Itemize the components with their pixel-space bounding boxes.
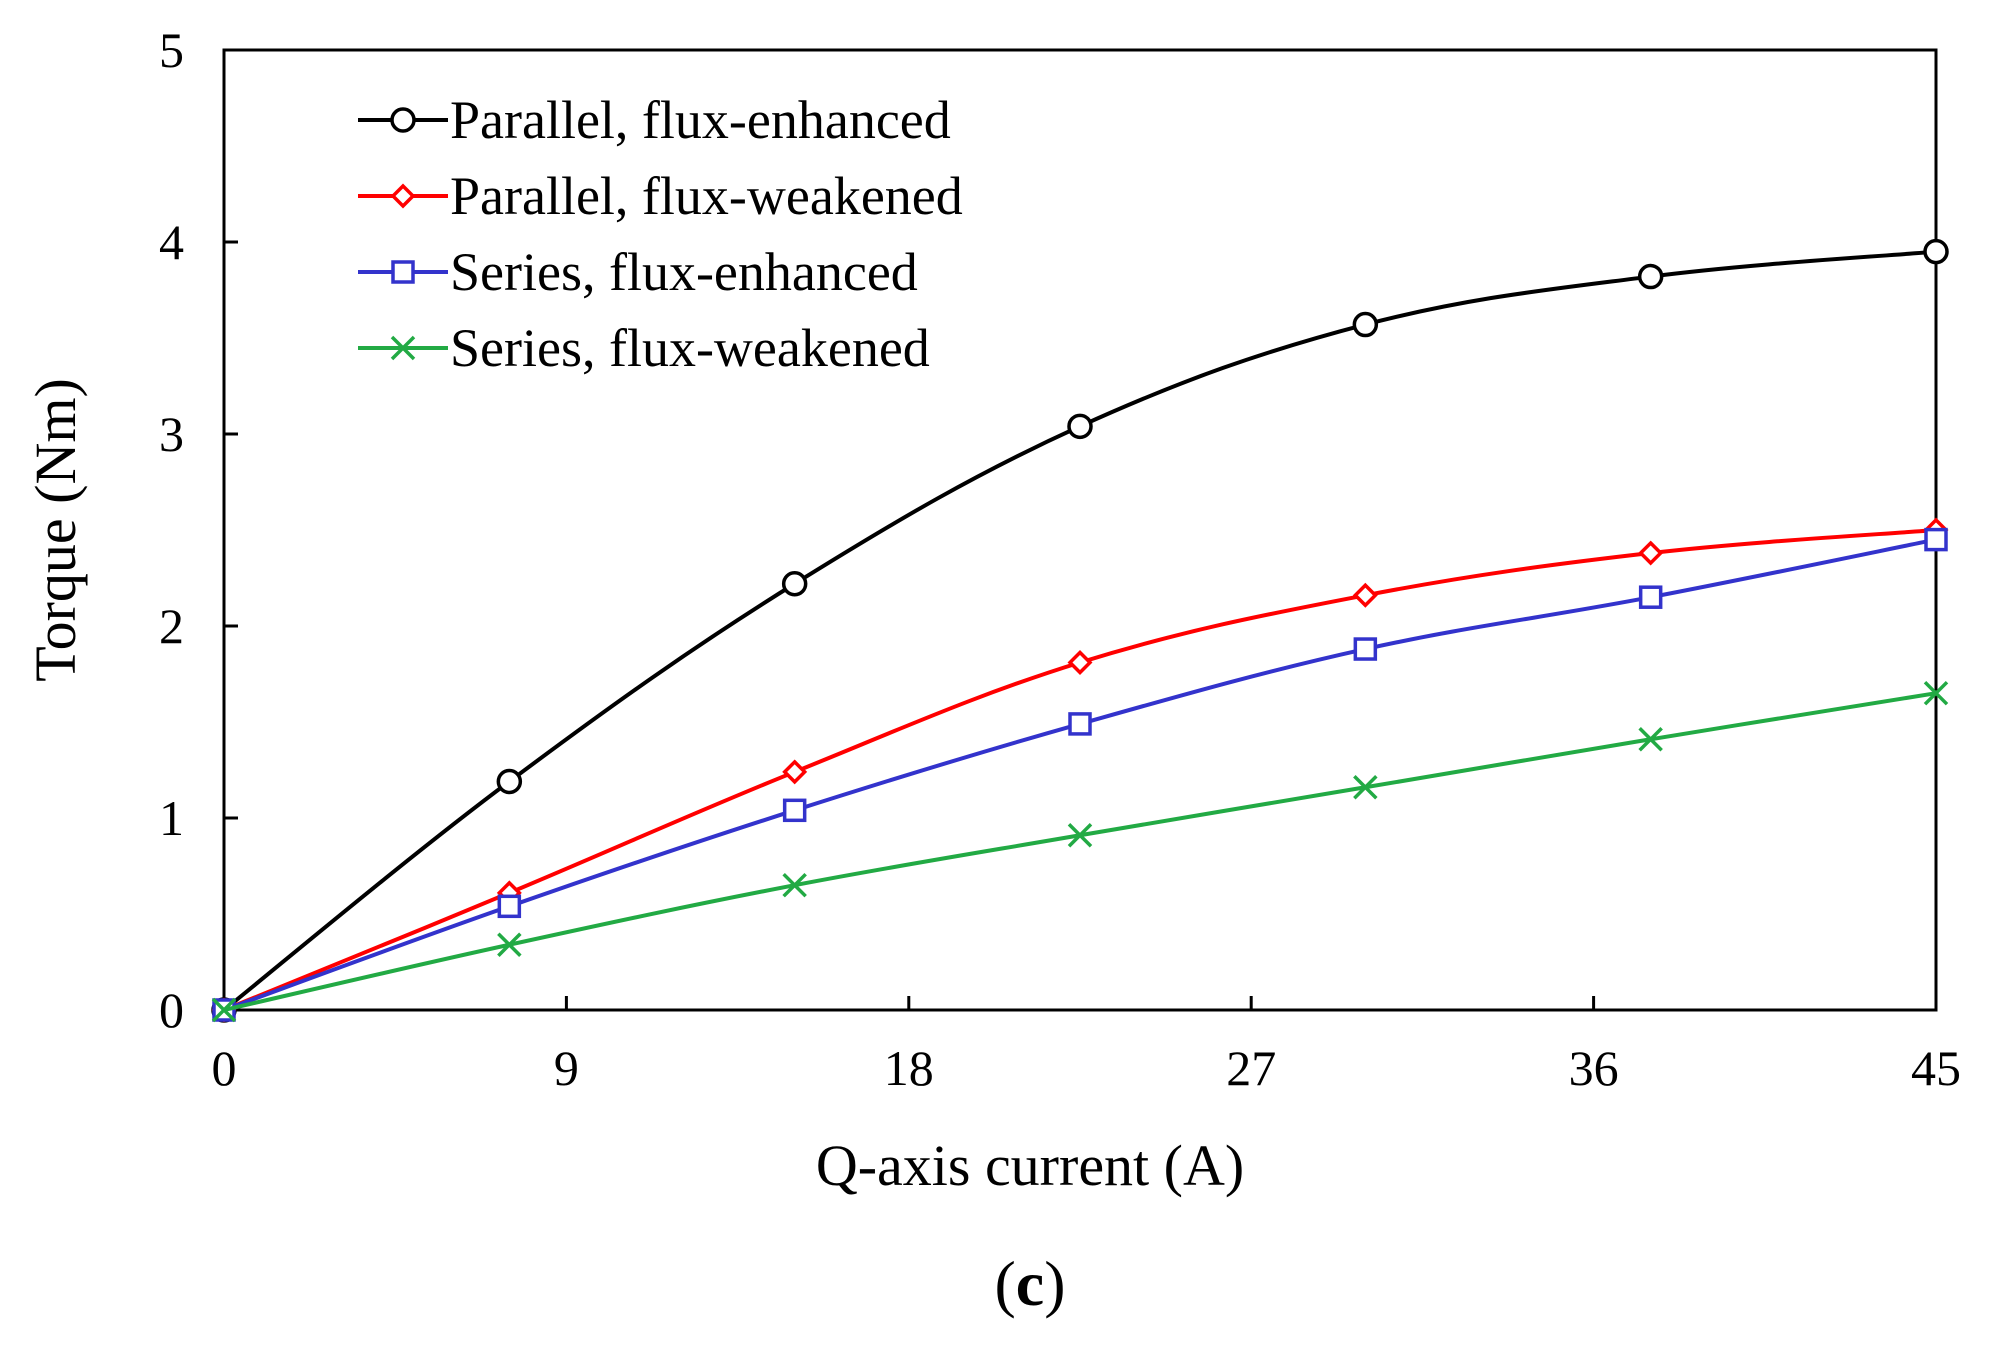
data-point	[1638, 540, 1664, 566]
x-tick-label: 36	[1569, 1040, 1619, 1096]
caption-close-paren: )	[1044, 1248, 1065, 1319]
data-point	[1638, 585, 1663, 609]
data-point	[1924, 527, 1948, 552]
x-tick-label: 45	[1911, 1040, 1961, 1096]
data-point	[1068, 712, 1092, 736]
legend-marker	[390, 107, 416, 133]
data-point	[782, 872, 807, 898]
y-tick-label: 4	[159, 214, 184, 270]
y-tick-label: 0	[159, 982, 184, 1038]
series-layer	[211, 238, 1949, 1023]
data-point	[782, 759, 808, 785]
y-tick-label: 2	[159, 598, 184, 654]
data-point	[1637, 263, 1664, 290]
x-tick-label: 27	[1226, 1040, 1276, 1096]
x-tick-label: 0	[212, 1040, 237, 1096]
legend-marker	[391, 260, 415, 284]
legend-marker	[390, 335, 416, 361]
x-tick-label: 18	[884, 1040, 934, 1096]
data-point	[1067, 413, 1093, 440]
legend-entry: Series, flux-weakened	[450, 318, 930, 378]
y-axis-ticks: 0 1 2 3 4 5	[159, 22, 238, 1038]
data-point	[1353, 775, 1378, 800]
x-axis-ticks: 0 9 18 27 36 45	[212, 996, 1961, 1096]
data-point	[1067, 823, 1093, 848]
legend: Parallel, flux-enhanced Parallel, flux-we…	[358, 90, 963, 378]
x-axis-title: Q-axis current (A)	[816, 1133, 1244, 1198]
y-tick-label: 3	[159, 406, 184, 462]
caption-open-paren: (	[994, 1248, 1015, 1319]
legend-entry: Parallel, flux-enhanced	[450, 90, 951, 150]
data-point	[1638, 727, 1663, 752]
data-point	[1353, 637, 1378, 661]
y-tick-label: 5	[159, 22, 184, 78]
data-point	[781, 571, 808, 597]
data-point	[211, 997, 237, 1023]
legend-entry: Parallel, flux-weakened	[450, 166, 963, 226]
y-tick-label: 1	[159, 790, 184, 846]
figure-caption: (c)	[994, 1248, 1065, 1319]
data-point	[497, 894, 522, 919]
plot-area	[222, 48, 1938, 1012]
caption-letter: c	[1016, 1248, 1044, 1319]
data-point	[496, 768, 523, 795]
data-point	[1923, 680, 1949, 706]
y-axis-title: Torque (Nm)	[23, 378, 88, 682]
data-point	[1352, 582, 1378, 608]
data-point	[497, 932, 522, 957]
legend-marker	[390, 183, 416, 209]
x-tick-label: 9	[554, 1040, 579, 1096]
data-point	[1067, 650, 1093, 675]
data-point	[1352, 311, 1379, 338]
data-point	[1923, 238, 1949, 265]
data-point	[782, 798, 807, 823]
legend-entry: Series, flux-enhanced	[450, 242, 918, 302]
